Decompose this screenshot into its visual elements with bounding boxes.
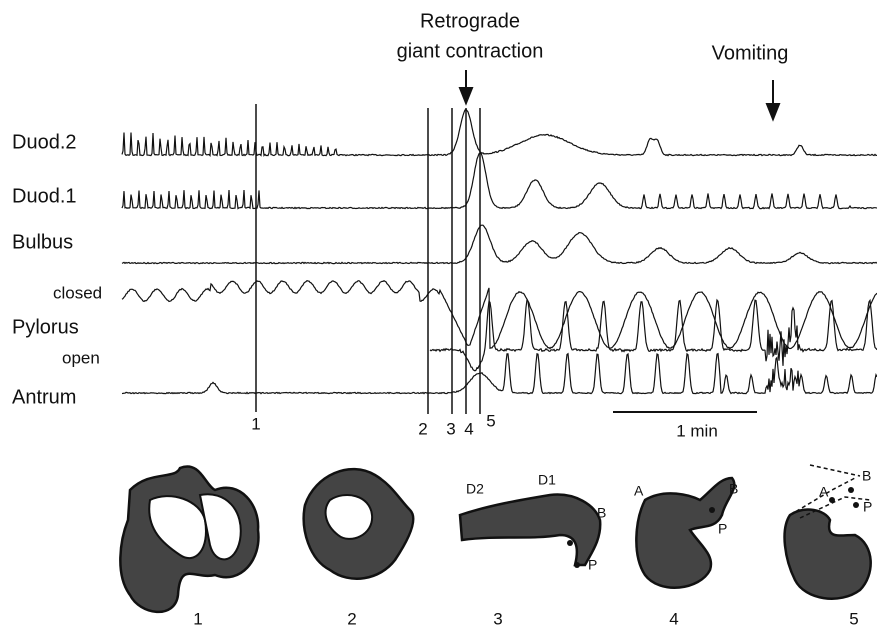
dot bbox=[709, 507, 715, 513]
scale-label: 1 min bbox=[676, 421, 718, 440]
arrowhead bbox=[765, 103, 781, 122]
sketch-label: D1 bbox=[538, 472, 556, 488]
sketch-hole bbox=[198, 493, 242, 561]
channel-label: Duod.1 bbox=[12, 185, 77, 207]
marker-label: 1 bbox=[251, 414, 260, 433]
sketch-number: 1 bbox=[193, 609, 202, 628]
trace bbox=[429, 298, 877, 372]
sketch-shape bbox=[783, 508, 872, 600]
sketch-label: B bbox=[729, 481, 738, 497]
sketch-label: B bbox=[862, 468, 871, 484]
trace bbox=[121, 279, 877, 350]
channel-label: Antrum bbox=[12, 386, 76, 408]
sketches: D2 D1 B P A B P A B P 1 2 3 4 5 bbox=[119, 464, 872, 628]
marker-label: 3 bbox=[446, 419, 455, 438]
arrows bbox=[458, 70, 781, 413]
sketch-number: 3 bbox=[493, 609, 502, 628]
trace bbox=[121, 152, 877, 210]
dot bbox=[574, 562, 580, 568]
sketch-label: P bbox=[718, 521, 727, 537]
sketch: D2 D1 B P bbox=[458, 472, 606, 573]
traces bbox=[121, 108, 877, 395]
sketch-number: 4 bbox=[669, 609, 678, 628]
sketch-label: B bbox=[597, 505, 606, 521]
sketch-number: 2 bbox=[347, 609, 356, 628]
annotation: Vomiting bbox=[712, 42, 789, 64]
marker-label: 4 bbox=[464, 419, 473, 438]
dashed-outline bbox=[789, 464, 871, 519]
marker-label: 5 bbox=[486, 411, 495, 430]
sketch-shape bbox=[458, 493, 602, 567]
channel-label: Pylorus bbox=[12, 316, 79, 338]
trace bbox=[121, 108, 877, 158]
sketch-label: P bbox=[588, 557, 597, 573]
sketch-label: D2 bbox=[466, 481, 484, 497]
marker-lines bbox=[255, 104, 481, 414]
dot bbox=[848, 487, 854, 493]
sketch-label: P bbox=[863, 499, 872, 515]
trace bbox=[121, 224, 877, 265]
sketch bbox=[119, 465, 260, 614]
channel-label: closed bbox=[53, 283, 102, 302]
channel-label: open bbox=[62, 348, 100, 367]
channel-label: Duod.2 bbox=[12, 131, 77, 153]
sketch-hole bbox=[148, 495, 207, 560]
annotation: giant contraction bbox=[397, 40, 544, 62]
sketch: A B P bbox=[634, 476, 738, 589]
dot bbox=[829, 497, 835, 503]
sketch-number: 5 bbox=[849, 609, 858, 628]
trace bbox=[121, 352, 877, 395]
arrowhead bbox=[458, 87, 474, 106]
sketch-hole bbox=[324, 494, 374, 540]
sketch-label: A bbox=[819, 484, 829, 500]
marker-label: 2 bbox=[418, 419, 427, 438]
annotation: Retrograde bbox=[420, 10, 520, 32]
sketch-label: A bbox=[634, 483, 644, 499]
sketch: A B P bbox=[783, 464, 872, 600]
channel-label: Bulbus bbox=[12, 231, 73, 253]
dot bbox=[853, 502, 859, 508]
sketch-shape bbox=[635, 476, 736, 589]
labels: Retrograde giant contraction Vomiting Du… bbox=[12, 10, 788, 440]
dot bbox=[567, 540, 573, 546]
sketch bbox=[302, 467, 415, 580]
